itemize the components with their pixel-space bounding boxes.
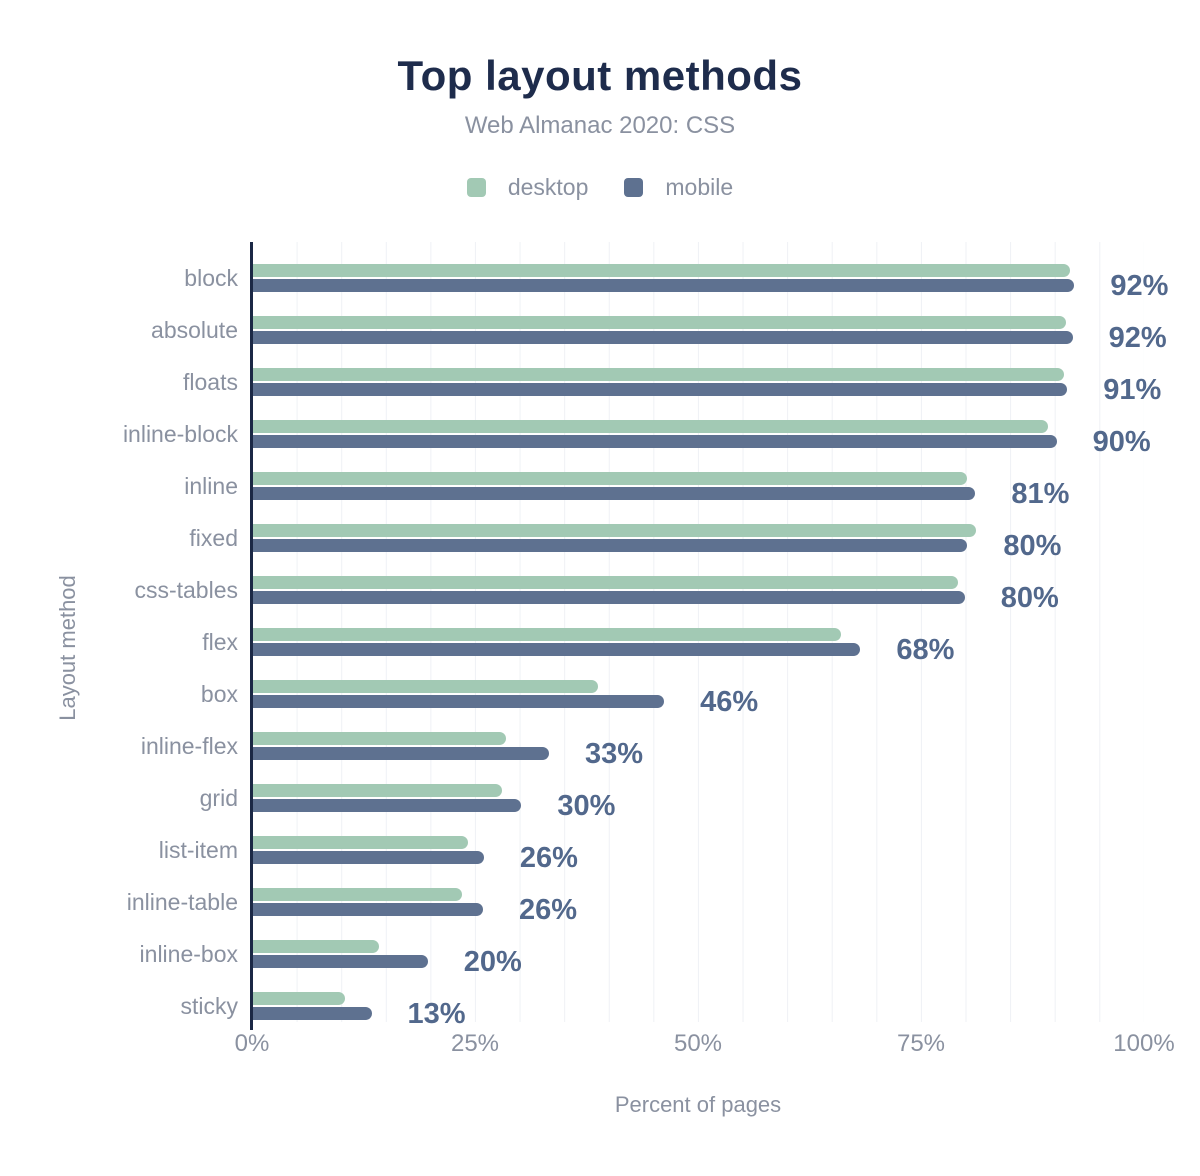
desktop-bar-inline (252, 472, 968, 485)
value-label: 68% (896, 634, 955, 666)
value-label: 90% (1092, 426, 1151, 458)
chart-row-block: block 92% (184, 242, 1168, 301)
value-label: 92% (1108, 322, 1167, 354)
desktop-bar-inline-flex (252, 732, 507, 745)
chart-row-inline-block: inline-block 90% (123, 398, 1151, 457)
value-label: 26% (519, 842, 578, 874)
x-axis-ticks: 0% 25% 50% 75% 100% (235, 1030, 1175, 1060)
mobile-bar-box (252, 695, 665, 708)
mobile-bar-inline-flex (252, 747, 550, 760)
category-label: inline-table (126, 889, 238, 915)
value-label: 92% (1110, 270, 1169, 302)
x-tick-100: 100% (1113, 1030, 1175, 1057)
chart-row-inline-box: inline-box 20% (140, 918, 1144, 977)
mobile-bar-css-tables (252, 591, 965, 604)
chart-row-inline-flex: inline-flex 33% (141, 710, 1144, 769)
desktop-bar-sticky (252, 992, 345, 1005)
legend-label: desktop (507, 174, 589, 200)
category-label: inline-flex (140, 733, 238, 759)
mobile-bar-grid (252, 799, 522, 812)
x-tick-75: 75% (896, 1030, 946, 1057)
value-label: 80% (1003, 530, 1062, 562)
mobile-bar-block (252, 279, 1075, 292)
value-label: 81% (1011, 478, 1070, 510)
desktop-bar-css-tables (252, 576, 959, 589)
category-label: css-tables (134, 577, 238, 603)
desktop-bar-inline-block (252, 420, 1048, 433)
value-label: 80% (1000, 582, 1059, 614)
chart-row-absolute: absolute 92% (151, 294, 1167, 353)
value-label: 33% (585, 738, 644, 770)
desktop-bar-block (252, 264, 1070, 277)
legend-swatch-mobile (624, 178, 644, 197)
desktop-bar-floats (252, 368, 1064, 381)
value-label: 26% (519, 894, 578, 926)
x-tick-0: 0% (234, 1030, 270, 1057)
desktop-bar-flex (252, 628, 841, 641)
value-label: 46% (700, 686, 759, 718)
chart-row-list-item: list-item 26% (159, 814, 1144, 873)
category-label: grid (199, 785, 238, 811)
mobile-bar-absolute (252, 331, 1073, 344)
x-tick-25: 25% (450, 1030, 500, 1057)
chart-row-box: box 46% (201, 658, 1144, 717)
category-label: floats (183, 369, 238, 395)
plot-area: block 92% absolute 92% floats 91% inline-block… (123, 242, 1168, 1029)
category-label: block (184, 265, 238, 291)
mobile-bar-sticky (252, 1007, 372, 1020)
category-label: inline-block (122, 421, 238, 447)
y-axis-line (250, 242, 253, 1030)
value-label: 30% (557, 790, 616, 822)
legend-swatch-desktop (466, 178, 486, 197)
chart-row-css-tables: css-tables 80% (134, 554, 1144, 613)
mobile-bar-inline (252, 487, 976, 500)
mobile-bar-inline-table (252, 903, 484, 916)
legend-item-desktop: desktop (466, 174, 589, 201)
legend-label: mobile (665, 174, 734, 200)
category-label: inline-box (139, 941, 238, 967)
category-label: flex (202, 629, 238, 655)
chart-row-flex: flex 68% (202, 606, 1144, 665)
value-label: 13% (407, 998, 466, 1030)
value-label: 20% (463, 946, 522, 978)
category-label: sticky (180, 993, 239, 1019)
desktop-bar-box (252, 680, 599, 693)
chart-subtitle: Web Almanac 2020: CSS (464, 112, 736, 139)
desktop-bar-inline-box (252, 940, 379, 953)
category-label: inline (184, 473, 238, 499)
x-axis-title: Percent of pages (614, 1092, 782, 1117)
category-label: list-item (158, 837, 238, 863)
desktop-bar-inline-table (252, 888, 462, 901)
chart-row-inline: inline 81% (184, 450, 1144, 509)
desktop-bar-absolute (252, 316, 1067, 329)
chart-title: Top layout methods (397, 52, 803, 99)
x-tick-50: 50% (673, 1030, 723, 1057)
mobile-bar-inline-block (252, 435, 1057, 448)
mobile-bar-floats (252, 383, 1068, 396)
chart-row-grid: grid 30% (200, 762, 1144, 821)
mobile-bar-fixed (252, 539, 968, 552)
mobile-bar-flex (252, 643, 861, 656)
desktop-bar-list-item (252, 836, 468, 849)
legend: desktop mobile (0, 174, 1200, 201)
y-axis-title: Layout method (55, 575, 80, 721)
chart-row-sticky: sticky 13% (181, 970, 1144, 1029)
mobile-bar-list-item (252, 851, 484, 864)
desktop-bar-fixed (252, 524, 977, 537)
category-label: absolute (151, 317, 238, 343)
desktop-bar-grid (252, 784, 502, 797)
value-label: 91% (1103, 374, 1162, 406)
chart-row-fixed: fixed 80% (189, 502, 1144, 561)
legend-item-mobile: mobile (624, 174, 733, 201)
category-label: box (200, 681, 238, 707)
category-label: fixed (189, 525, 238, 551)
mobile-bar-inline-box (252, 955, 428, 968)
chart-row-floats: floats 91% (183, 346, 1161, 405)
chart-row-inline-table: inline-table 26% (127, 866, 1144, 925)
